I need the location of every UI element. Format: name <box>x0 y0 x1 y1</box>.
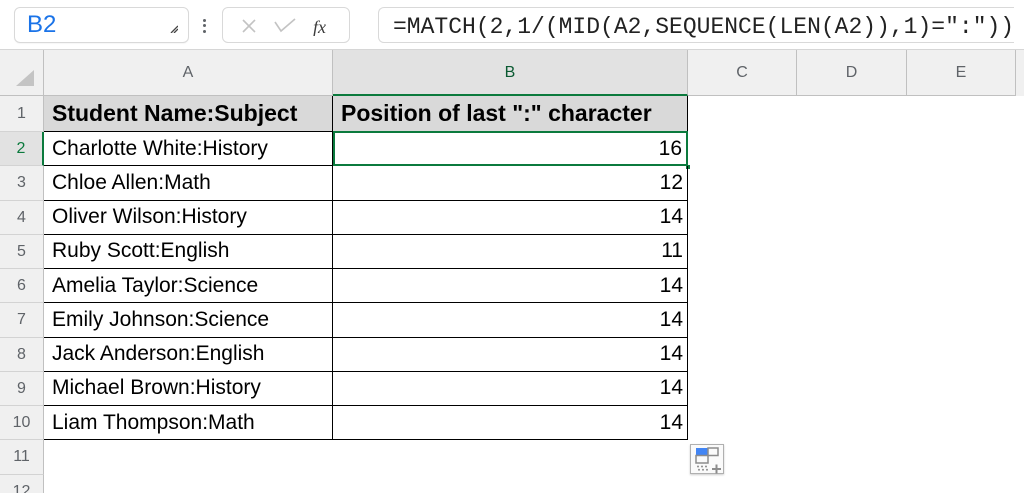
svg-text:fx: fx <box>313 18 326 36</box>
